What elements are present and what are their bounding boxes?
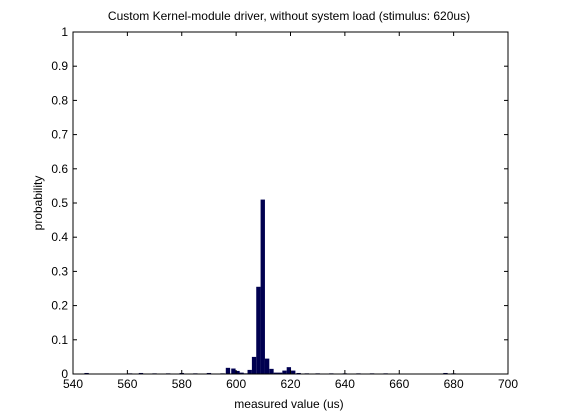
histogram-bar [84,372,89,374]
histogram-bar [264,358,270,374]
histogram-bar [269,368,274,374]
y-tick-label: 0.4 [51,230,68,244]
histogram-bar [286,367,292,374]
y-tick-label: 0.8 [51,93,68,107]
histogram-bar [225,367,231,374]
x-tick-label: 700 [498,377,518,391]
x-tick-label: 600 [226,377,246,391]
y-tick-label: 0 [61,367,68,381]
y-tick-label: 0.6 [51,162,68,176]
y-tick-label: 0.7 [51,128,68,142]
y-tick-label: 0.3 [51,264,68,278]
histogram-bar [231,368,236,374]
histogram-bar [138,372,144,374]
histogram-bar [239,372,244,374]
y-tick-label: 0.1 [51,333,68,347]
x-tick-label: 660 [389,377,409,391]
chart-title: Custom Kernel-module driver, without sys… [108,9,470,23]
bars-group [84,199,456,375]
histogram-bar [296,372,301,374]
histogram-bar [235,370,240,374]
x-tick-label: 640 [335,377,355,391]
histogram-bar [247,369,252,374]
y-tick-label: 1 [61,25,68,39]
ticks-group: 540 560 580 600 620 640 660 680 700 0 0.1 0.2 0.3 0.4… [51,25,518,391]
y-tick-label: 0.5 [51,196,68,210]
x-tick-label: 540 [63,377,83,391]
histogram-bar [260,199,265,374]
x-tick-label: 560 [117,377,137,391]
histogram-bar [273,372,278,374]
x-tick-label: 680 [444,377,464,391]
histogram-bar [291,370,296,374]
histogram-bar [282,370,287,374]
histogram-bar [256,286,261,374]
y-tick-label: 0.2 [51,299,68,313]
histogram-bar [277,372,283,374]
y-tick-label: 0.9 [51,59,68,73]
x-axis-label: measured value (us) [234,397,343,411]
plot-frame [72,31,509,375]
histogram-bar [443,372,448,374]
y-axis-label: probability [31,176,45,231]
histogram-bar [251,356,257,374]
x-tick-label: 580 [172,377,192,391]
x-tick-label: 620 [280,377,300,391]
histogram-bar [206,372,212,374]
